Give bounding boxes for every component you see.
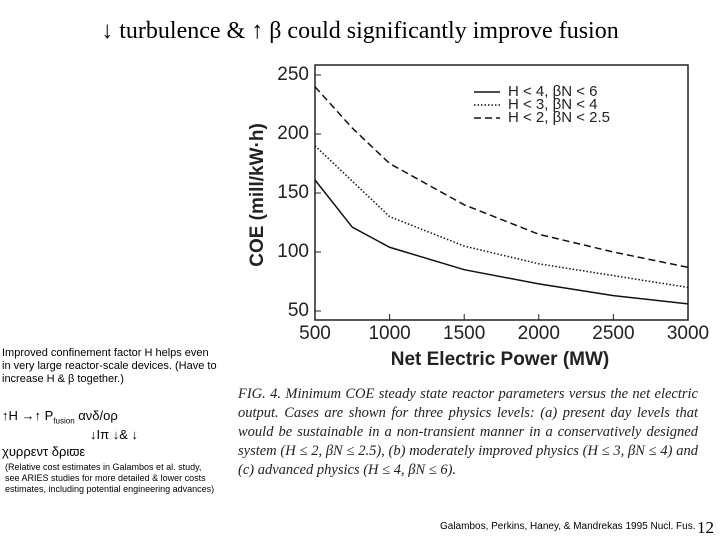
y-tick-label: 50 bbox=[288, 300, 309, 321]
legend-label: H < 2, βN < 2.5 bbox=[508, 109, 610, 126]
note-line: χυρρεντ δριϖε bbox=[2, 444, 86, 459]
y-tick-label: 150 bbox=[277, 182, 309, 203]
x-tick-label: 1500 bbox=[443, 323, 485, 344]
series-line bbox=[314, 145, 689, 289]
y-tick-label: 250 bbox=[277, 64, 309, 85]
chart: COE (mill/kW·h) Net Electric Power (MW) … bbox=[247, 64, 709, 370]
y-tick-label: 100 bbox=[277, 241, 309, 262]
note-text: ↑H →↑ P bbox=[2, 408, 54, 423]
citation: Galambos, Perkins, Haney, & Mandrekas 19… bbox=[440, 521, 696, 532]
note-text: ανδ/ορ bbox=[78, 408, 118, 423]
note-line: ↓Iπ ↓& ↓ bbox=[90, 427, 138, 442]
series-line bbox=[314, 179, 689, 305]
cost-note: (Relative cost estimates in Galambos et … bbox=[5, 462, 215, 494]
y-tick-label: 200 bbox=[277, 123, 309, 144]
note-line: ↑H →↑ Pfusion ανδ/ορ bbox=[2, 408, 118, 426]
figure-caption: FIG. 4. Minimum COE steady state reactor… bbox=[238, 386, 698, 478]
plot-frame bbox=[314, 64, 689, 321]
x-tick-label: 3000 bbox=[667, 323, 709, 344]
x-axis-label: Net Electric Power (MW) bbox=[391, 349, 610, 370]
x-tick-label: 2000 bbox=[518, 323, 560, 344]
confinement-note: Improved confinement factor H helps even… bbox=[2, 347, 217, 385]
page-number: 12 bbox=[697, 518, 714, 537]
series-line bbox=[314, 86, 689, 269]
x-tick-label: 1000 bbox=[368, 323, 410, 344]
legend-label: H < 4, βN < 6 bbox=[508, 83, 598, 100]
x-tick-label: 2500 bbox=[592, 323, 634, 344]
note-sub: fusion bbox=[53, 416, 75, 426]
y-axis-label: COE (mill/kW·h) bbox=[247, 123, 268, 267]
legend-label: H < 3, βN < 4 bbox=[508, 96, 598, 113]
x-tick-label: 500 bbox=[299, 323, 331, 344]
slide-title: ↓ turbulence & ↑ β could significantly i… bbox=[101, 18, 619, 44]
